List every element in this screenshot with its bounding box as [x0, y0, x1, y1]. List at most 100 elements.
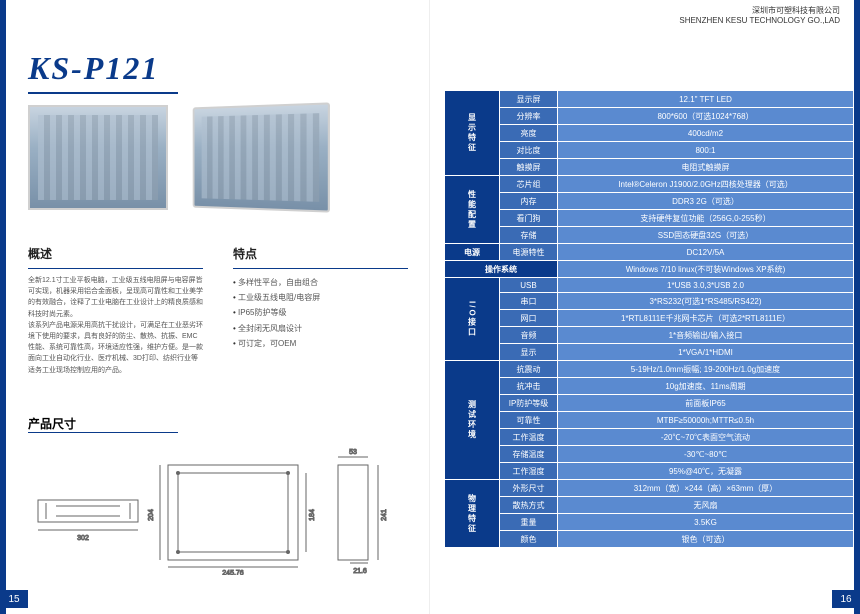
spec-key: 看门狗 [500, 210, 558, 227]
divider [28, 268, 203, 269]
svg-text:302: 302 [77, 535, 89, 542]
spec-val: 95%@40℃，无凝露 [558, 463, 854, 480]
cat-io: I/O接口 [445, 278, 500, 361]
page-right: 深圳市可塑科技有限公司 SHENZHEN KESU TECHNOLOGY GO.… [430, 0, 860, 614]
spec-val: Intel®Celeron J1900/2.0GHz四核处理器（可选） [558, 176, 854, 193]
divider [233, 268, 408, 269]
accent-bar-left [0, 0, 6, 614]
feature-item: 全封闭无风扇设计 [233, 321, 408, 336]
svg-text:245.76: 245.76 [222, 570, 244, 575]
cat-perf: 性能配置 [445, 176, 500, 244]
feature-item: IP65防护等级 [233, 305, 408, 320]
product-photos [28, 105, 328, 210]
spec-val: 800*600（可选1024*768） [558, 108, 854, 125]
spec-val: 1*VGA/1*HDMI [558, 344, 854, 361]
features-col: 特点 多样性平台，自由组合 工业级五线电阻/电容屏 IP65防护等级 全封闭无风… [233, 245, 408, 376]
accent-bar-right [854, 0, 860, 614]
spec-val: DDR3 2G（可选） [558, 193, 854, 210]
spec-val: MTBF≥50000h;MTTR≤0.5h [558, 412, 854, 429]
spec-key: 存储 [500, 227, 558, 244]
company-en: SHENZHEN KESU TECHNOLOGY GO.,LAD [679, 16, 840, 26]
spec-val: 10g加速度、11ms周期 [558, 378, 854, 395]
feature-item: 工业级五线电阻/电容屏 [233, 290, 408, 305]
features-list: 多样性平台，自由组合 工业级五线电阻/电容屏 IP65防护等级 全封闭无风扇设计… [233, 275, 408, 351]
spec-key: 串口 [500, 293, 558, 310]
spec-key: 抗冲击 [500, 378, 558, 395]
spec-key: 可靠性 [500, 412, 558, 429]
spec-val: 3*RS232(可选1*RS485/RS422) [558, 293, 854, 310]
company-header: 深圳市可塑科技有限公司 SHENZHEN KESU TECHNOLOGY GO.… [679, 6, 840, 27]
product-photo-angle [193, 102, 330, 212]
spec-key: USB [500, 278, 558, 293]
spec-key: 音频 [500, 327, 558, 344]
spec-key: 分辨率 [500, 108, 558, 125]
feature-item: 多样性平台，自由组合 [233, 275, 408, 290]
page-number-left: 15 [0, 590, 28, 608]
spec-val: 400cd/m2 [558, 125, 854, 142]
spec-val: 1*RTL8111E千兆网卡芯片（可选2*RTL8111E） [558, 310, 854, 327]
spec-key: 显示屏 [500, 91, 558, 108]
spec-val: 12.1" TFT LED [558, 91, 854, 108]
spec-key: 工作湿度 [500, 463, 558, 480]
dims-heading: 产品尺寸 [28, 415, 76, 432]
spec-val: 1*音频输出/输入接口 [558, 327, 854, 344]
spec-key: 重量 [500, 514, 558, 531]
spec-val: Windows 7/10 linux(不可装Windows XP系统) [558, 261, 854, 278]
company-cn: 深圳市可塑科技有限公司 [679, 6, 840, 16]
spec-val: 312mm（宽）×244（高）×63mm（厚） [558, 480, 854, 497]
spec-key: IP防护等级 [500, 395, 558, 412]
cat-phys: 物理特征 [445, 480, 500, 548]
spec-val: 5-19Hz/1.0mm振幅; 19-200Hz/1.0g加速度 [558, 361, 854, 378]
page-number-right: 16 [832, 590, 860, 608]
spec-val: DC12V/5A [558, 244, 854, 261]
dims-underline [28, 432, 178, 433]
cat-power: 电源 [445, 244, 500, 261]
svg-text:204: 204 [148, 509, 155, 521]
spec-key: 芯片组 [500, 176, 558, 193]
spec-key: 电源特性 [500, 244, 558, 261]
spec-key: 网口 [500, 310, 558, 327]
svg-text:241: 241 [381, 509, 388, 521]
dimensions-drawing: 302 245.76 204 184 53 241 21.6 [28, 445, 408, 575]
spec-key: 颜色 [500, 531, 558, 548]
cat-test: 测试环境 [445, 361, 500, 480]
spec-key: 触摸屏 [500, 159, 558, 176]
spec-key: 显示 [500, 344, 558, 361]
spec-val: 800:1 [558, 142, 854, 159]
spec-val: 电阻式触摸屏 [558, 159, 854, 176]
spec-key: 外形尺寸 [500, 480, 558, 497]
brochure-spread: KS-P121 概述 全新12.1寸工业平板电脑，工业级五线电阻屏与电容屏皆可实… [0, 0, 860, 614]
spec-key: 内存 [500, 193, 558, 210]
overview-col: 概述 全新12.1寸工业平板电脑，工业级五线电阻屏与电容屏皆可实现，机器采用铝合… [28, 245, 203, 376]
spec-val: 无风扇 [558, 497, 854, 514]
cat-os: 操作系统 [445, 261, 558, 278]
overview-heading: 概述 [28, 245, 203, 262]
spec-key: 对比度 [500, 142, 558, 159]
spec-key: 抗震动 [500, 361, 558, 378]
feature-item: 可订定，可OEM [233, 336, 408, 351]
product-title: KS-P121 [28, 50, 159, 87]
spec-key: 存储温度 [500, 446, 558, 463]
title-underline [28, 92, 178, 94]
svg-text:53: 53 [349, 449, 357, 456]
spec-key: 亮度 [500, 125, 558, 142]
spec-table: 显示特征 显示屏 12.1" TFT LED 分辨率800*600（可选1024… [444, 90, 854, 548]
spec-val: -30℃~80℃ [558, 446, 854, 463]
page-left: KS-P121 概述 全新12.1寸工业平板电脑，工业级五线电阻屏与电容屏皆可实… [0, 0, 430, 614]
spec-val: 1*USB 3.0,3*USB 2.0 [558, 278, 854, 293]
spec-key: 工作温度 [500, 429, 558, 446]
features-heading: 特点 [233, 245, 408, 262]
spec-val: 银色（可选） [558, 531, 854, 548]
svg-text:21.6: 21.6 [353, 568, 367, 575]
spec-val: 3.5KG [558, 514, 854, 531]
product-photo-front [28, 105, 168, 210]
spec-val: 前面板IP65 [558, 395, 854, 412]
spec-val: SSD固态硬盘32G（可选） [558, 227, 854, 244]
overview-body: 全新12.1寸工业平板电脑，工业级五线电阻屏与电容屏皆可实现，机器采用铝合金面板… [28, 275, 203, 376]
spec-val: 支持硬件复位功能（256G,0-255秒） [558, 210, 854, 227]
text-columns: 概述 全新12.1寸工业平板电脑，工业级五线电阻屏与电容屏皆可实现，机器采用铝合… [28, 245, 408, 376]
spec-key: 散热方式 [500, 497, 558, 514]
spec-val: -20℃~70℃表面空气流动 [558, 429, 854, 446]
svg-text:184: 184 [309, 509, 316, 521]
cat-display: 显示特征 [445, 91, 500, 176]
